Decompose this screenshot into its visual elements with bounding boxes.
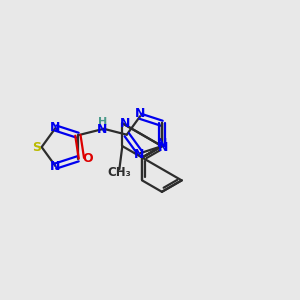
- Text: N: N: [50, 160, 61, 173]
- Text: N: N: [119, 117, 130, 130]
- Text: H: H: [98, 117, 107, 127]
- Text: N: N: [158, 141, 169, 154]
- Text: S: S: [32, 141, 41, 154]
- Text: O: O: [82, 152, 93, 165]
- Text: N: N: [134, 148, 144, 161]
- Text: CH₃: CH₃: [107, 166, 131, 179]
- Text: N: N: [50, 121, 61, 134]
- Text: N: N: [134, 107, 145, 120]
- Text: N: N: [97, 123, 107, 136]
- Text: N: N: [157, 137, 167, 150]
